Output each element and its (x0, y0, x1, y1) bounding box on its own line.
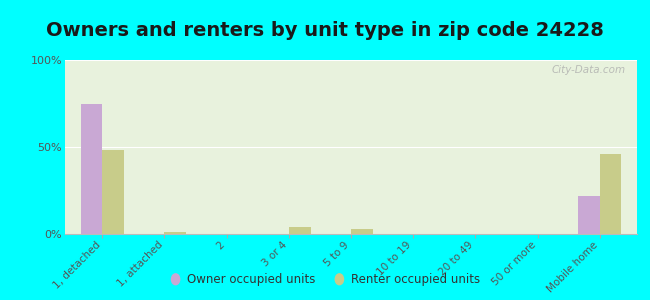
Bar (164, 232, 187, 234)
Text: Owners and renters by unit type in zip code 24228: Owners and renters by unit type in zip c… (46, 21, 604, 40)
Bar (81, 103, 102, 234)
Bar (102, 151, 124, 234)
Bar (351, 229, 372, 234)
Bar (578, 196, 600, 234)
Text: City-Data.com: City-Data.com (551, 65, 625, 75)
Bar (600, 154, 621, 234)
Legend: Owner occupied units, Renter occupied units: Owner occupied units, Renter occupied un… (165, 269, 485, 291)
Bar (289, 227, 311, 234)
